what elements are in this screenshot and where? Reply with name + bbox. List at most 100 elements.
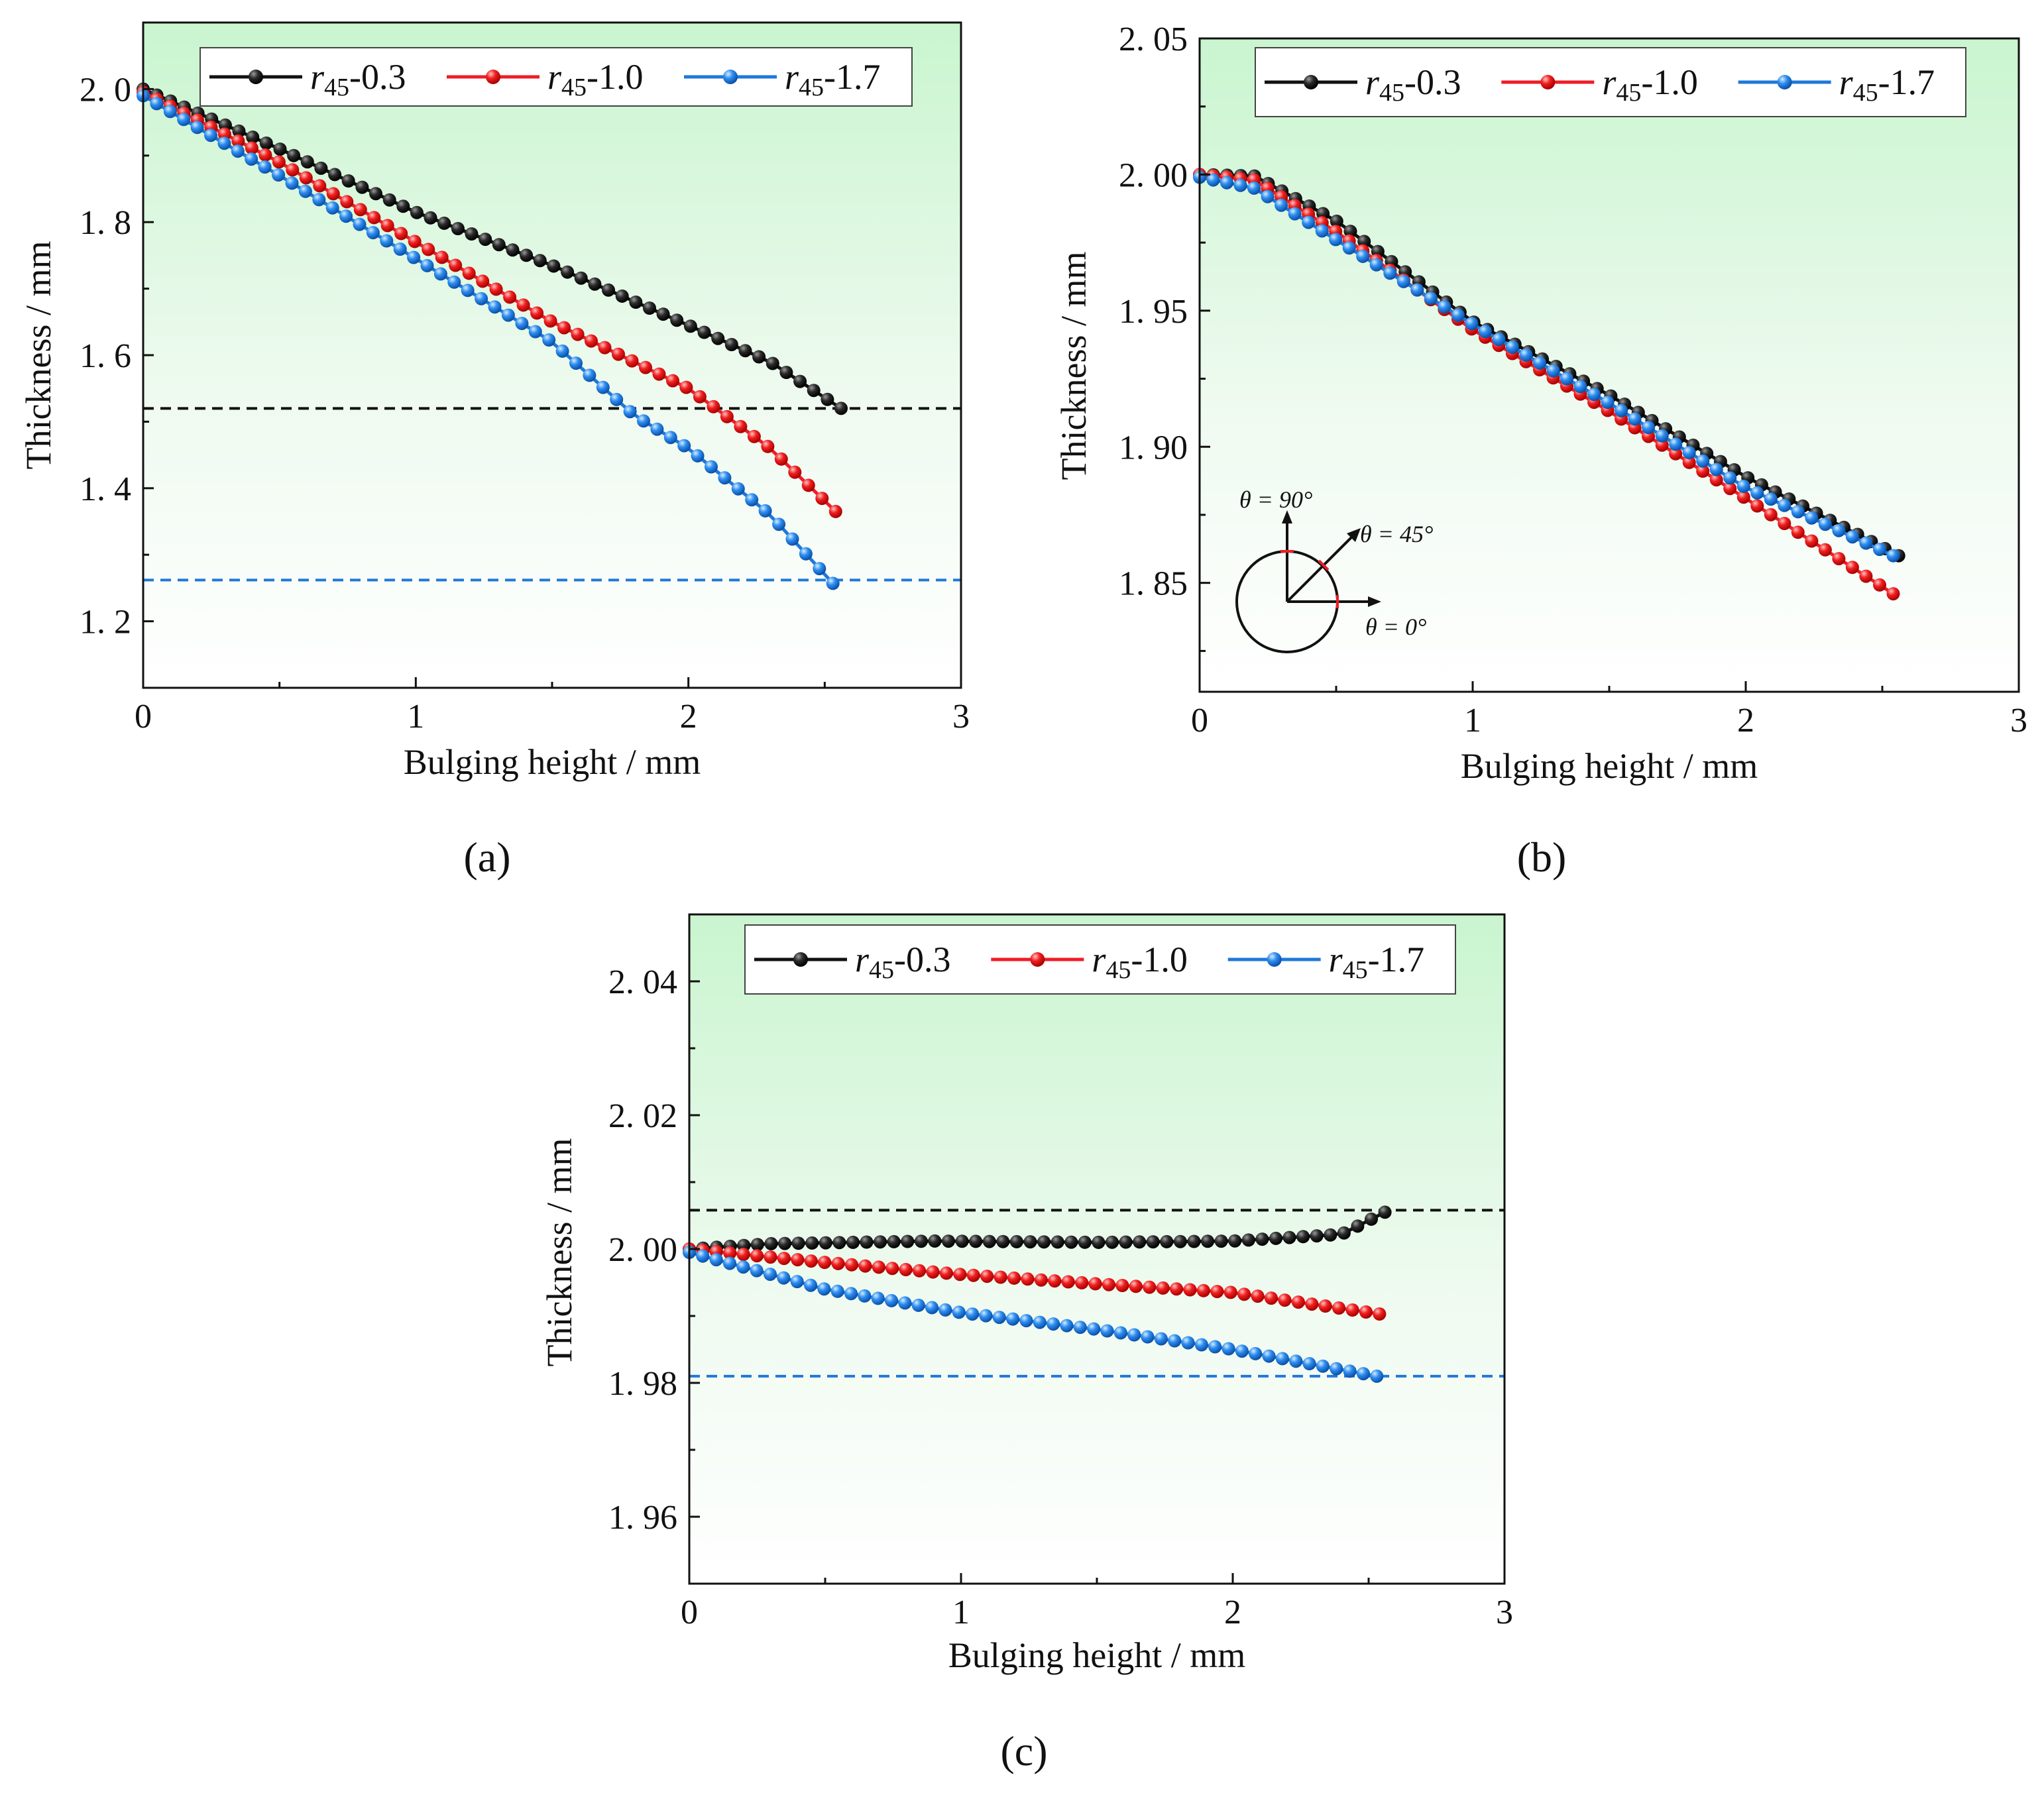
data-point-black — [821, 392, 834, 406]
data-point-red — [845, 1258, 858, 1272]
x-tick-label: 2 — [1224, 1594, 1241, 1631]
data-point-black — [520, 248, 534, 262]
data-point-blue — [1275, 1352, 1289, 1366]
data-point-blue — [1342, 241, 1356, 255]
data-point-red — [598, 341, 612, 355]
data-point-red — [788, 465, 802, 479]
data-point-red — [1223, 1285, 1237, 1299]
data-point-blue — [777, 1271, 791, 1285]
data-point-blue — [1006, 1312, 1020, 1326]
data-point-blue — [1235, 1344, 1249, 1358]
data-point-blue — [1615, 404, 1628, 417]
data-point-blue — [1396, 274, 1410, 288]
data-point-blue — [339, 209, 353, 223]
data-point-blue — [804, 1278, 818, 1292]
series-line-blue — [1199, 176, 1894, 557]
data-point-red — [380, 219, 394, 233]
data-point-black — [752, 350, 766, 364]
data-point-red — [1655, 438, 1669, 452]
data-point-red — [258, 148, 272, 162]
y-tick-label: 1. 95 — [1119, 293, 1188, 331]
data-point-blue — [1642, 421, 1656, 435]
data-point-red — [818, 1256, 832, 1270]
x-tick-label: 0 — [1191, 702, 1208, 739]
data-point-red — [774, 452, 788, 466]
panel-label-c: (c) — [1000, 1727, 1047, 1774]
data-point-blue — [1533, 356, 1546, 370]
data-point-black — [697, 325, 711, 339]
data-point-blue — [764, 1268, 777, 1282]
data-point-red — [557, 321, 571, 335]
data-point-black — [1351, 1219, 1365, 1233]
data-point-black — [533, 254, 547, 268]
legend-label: r45-0.3 — [1365, 62, 1461, 107]
legend-label: r45-1.0 — [1092, 940, 1188, 984]
y-tick-label: 1. 6 — [80, 337, 131, 375]
data-point-blue — [312, 193, 326, 207]
y-tick-label: 1. 2 — [80, 604, 131, 641]
data-point-blue — [1478, 325, 1492, 339]
data-point-black — [1146, 1235, 1160, 1249]
data-point-blue — [353, 217, 367, 231]
data-point-blue — [1655, 429, 1669, 443]
y-axis-title: Thickness / mm — [19, 241, 58, 470]
data-point-red — [858, 1259, 872, 1273]
data-point-black — [615, 289, 629, 303]
data-point-blue — [1154, 1332, 1168, 1346]
legend-label: r45-1.0 — [547, 57, 644, 101]
data-point-red — [734, 419, 748, 433]
series-line-black — [1199, 172, 1900, 557]
data-point-black — [355, 180, 369, 194]
data-point-black — [874, 1235, 887, 1249]
data-point-blue — [992, 1311, 1006, 1325]
data-point-black — [382, 193, 396, 207]
data-point-red — [1750, 499, 1764, 513]
legend-label: r45-0.3 — [310, 57, 406, 101]
data-point-blue — [231, 144, 245, 158]
data-point-blue — [817, 1282, 831, 1296]
data-point-blue — [844, 1287, 858, 1301]
data-point-blue — [799, 547, 813, 561]
data-point-red — [353, 203, 367, 217]
data-point-black — [1330, 214, 1343, 228]
data-point-blue — [1288, 207, 1302, 221]
data-point-blue — [1262, 1349, 1276, 1363]
data-point-red — [1332, 1301, 1346, 1315]
data-point-blue — [966, 1307, 980, 1321]
arrowhead-icon — [1347, 528, 1361, 542]
data-point-blue — [731, 482, 745, 496]
data-point-red — [1183, 1283, 1197, 1297]
data-point-blue — [1424, 292, 1438, 305]
data-point-blue — [709, 1253, 723, 1267]
data-point-red — [953, 1268, 967, 1282]
arrowhead-icon — [1368, 596, 1381, 607]
legend-marker-black — [793, 952, 808, 967]
data-point-blue — [190, 121, 204, 135]
data-point-blue — [461, 284, 475, 298]
data-point-blue — [1682, 446, 1696, 460]
data-point-black — [1228, 1234, 1242, 1248]
data-point-blue — [1805, 511, 1819, 525]
data-point-blue — [1060, 1319, 1074, 1333]
data-point-blue — [1315, 224, 1329, 238]
data-point-red — [1345, 1303, 1359, 1317]
data-point-blue — [1859, 536, 1873, 550]
data-point-blue — [150, 97, 164, 111]
data-point-black — [656, 307, 670, 321]
data-point-red — [764, 1250, 777, 1264]
data-point-blue — [1329, 233, 1343, 246]
y-tick-label: 1. 4 — [80, 470, 131, 508]
data-point-black — [1009, 1234, 1023, 1248]
data-point-blue — [723, 1256, 736, 1270]
data-point-black — [437, 216, 451, 230]
legend-marker-black — [249, 70, 263, 84]
legend-marker-red — [1540, 75, 1556, 89]
data-point-red — [1196, 1283, 1210, 1297]
data-point-black — [588, 277, 602, 291]
series-line-red — [142, 91, 837, 513]
data-point-red — [1007, 1271, 1021, 1285]
data-point-black — [410, 205, 424, 219]
data-point-blue — [1033, 1315, 1047, 1329]
data-point-blue — [380, 234, 394, 248]
data-point-blue — [1410, 283, 1424, 297]
